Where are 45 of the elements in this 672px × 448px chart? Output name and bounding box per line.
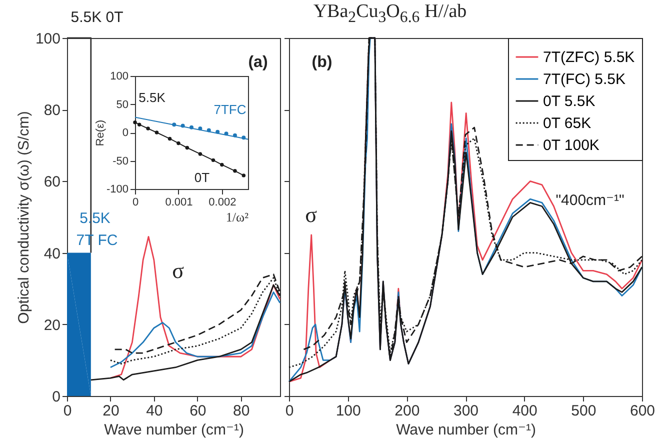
x-tick-label: 0.001 (165, 196, 193, 208)
y-tick-label: 100 (110, 70, 128, 82)
y-tick-label: 50 (116, 98, 128, 111)
legend-label: 0T 100K (543, 137, 600, 154)
x-axis-title: 1/ω² (226, 210, 249, 224)
annotation: σ (172, 258, 184, 283)
text: 5.5K 0T (70, 9, 124, 26)
x-tick-label: 400 (512, 402, 538, 420)
y-tick-label: 20 (44, 316, 60, 334)
annotation: (a) (248, 54, 268, 71)
annotation: (b) (312, 54, 332, 71)
y-tick-label: 40 (44, 245, 60, 262)
x-tick-label: 40 (146, 402, 163, 420)
x-tick-label: 600 (630, 402, 656, 420)
x-tick-label: 60 (190, 402, 206, 420)
legend-label: 0T 65K (543, 115, 592, 132)
y-tick-label: 0 (52, 388, 60, 406)
x-axis-title: Wave number (cm⁻¹) (104, 422, 244, 438)
x-tick-label: 0 (132, 196, 139, 208)
x-tick-label: 0 (285, 402, 294, 420)
annotation: σ (305, 202, 318, 227)
x-tick-label: 200 (394, 402, 420, 420)
x-tick-label: 500 (571, 402, 596, 420)
chart-title: YBa$_{2}$Cu$_{3}$O$_{6.6}$ H//ab (312, 1, 468, 27)
y-tick-label: 0 (122, 127, 128, 139)
x-tick-label: 80 (233, 402, 250, 420)
legend-label: 0T 5.5K (543, 93, 596, 110)
y-tick-label: -50 (112, 155, 128, 168)
legend-label: 7T(FC) 5.5K (543, 71, 626, 88)
annotation: "400cm⁻¹" (556, 192, 624, 209)
y-tick-label: 100 (35, 30, 60, 48)
y-tick-label: 80 (44, 102, 60, 120)
annotation: 0T (194, 170, 210, 185)
x-tick-label: 0.002 (208, 196, 236, 208)
x-axis-title: Wave number (cm⁻¹) (396, 422, 536, 438)
annotation: 7TFC (214, 102, 246, 117)
x-tick-label: 0 (63, 402, 72, 420)
x-tick-label: 300 (453, 402, 479, 420)
legend-label: 7T(ZFC) 5.5K (543, 49, 635, 66)
x-tick-label: 100 (336, 402, 361, 420)
y-tick-label: -100 (106, 184, 128, 196)
y-tick-label: 60 (44, 174, 60, 191)
annotation: 5.5K (138, 90, 166, 105)
y-axis-title: Re(ε) (94, 120, 106, 146)
y-axis-title: Optical conductivity σ(ω) (S/cm) (15, 111, 32, 324)
